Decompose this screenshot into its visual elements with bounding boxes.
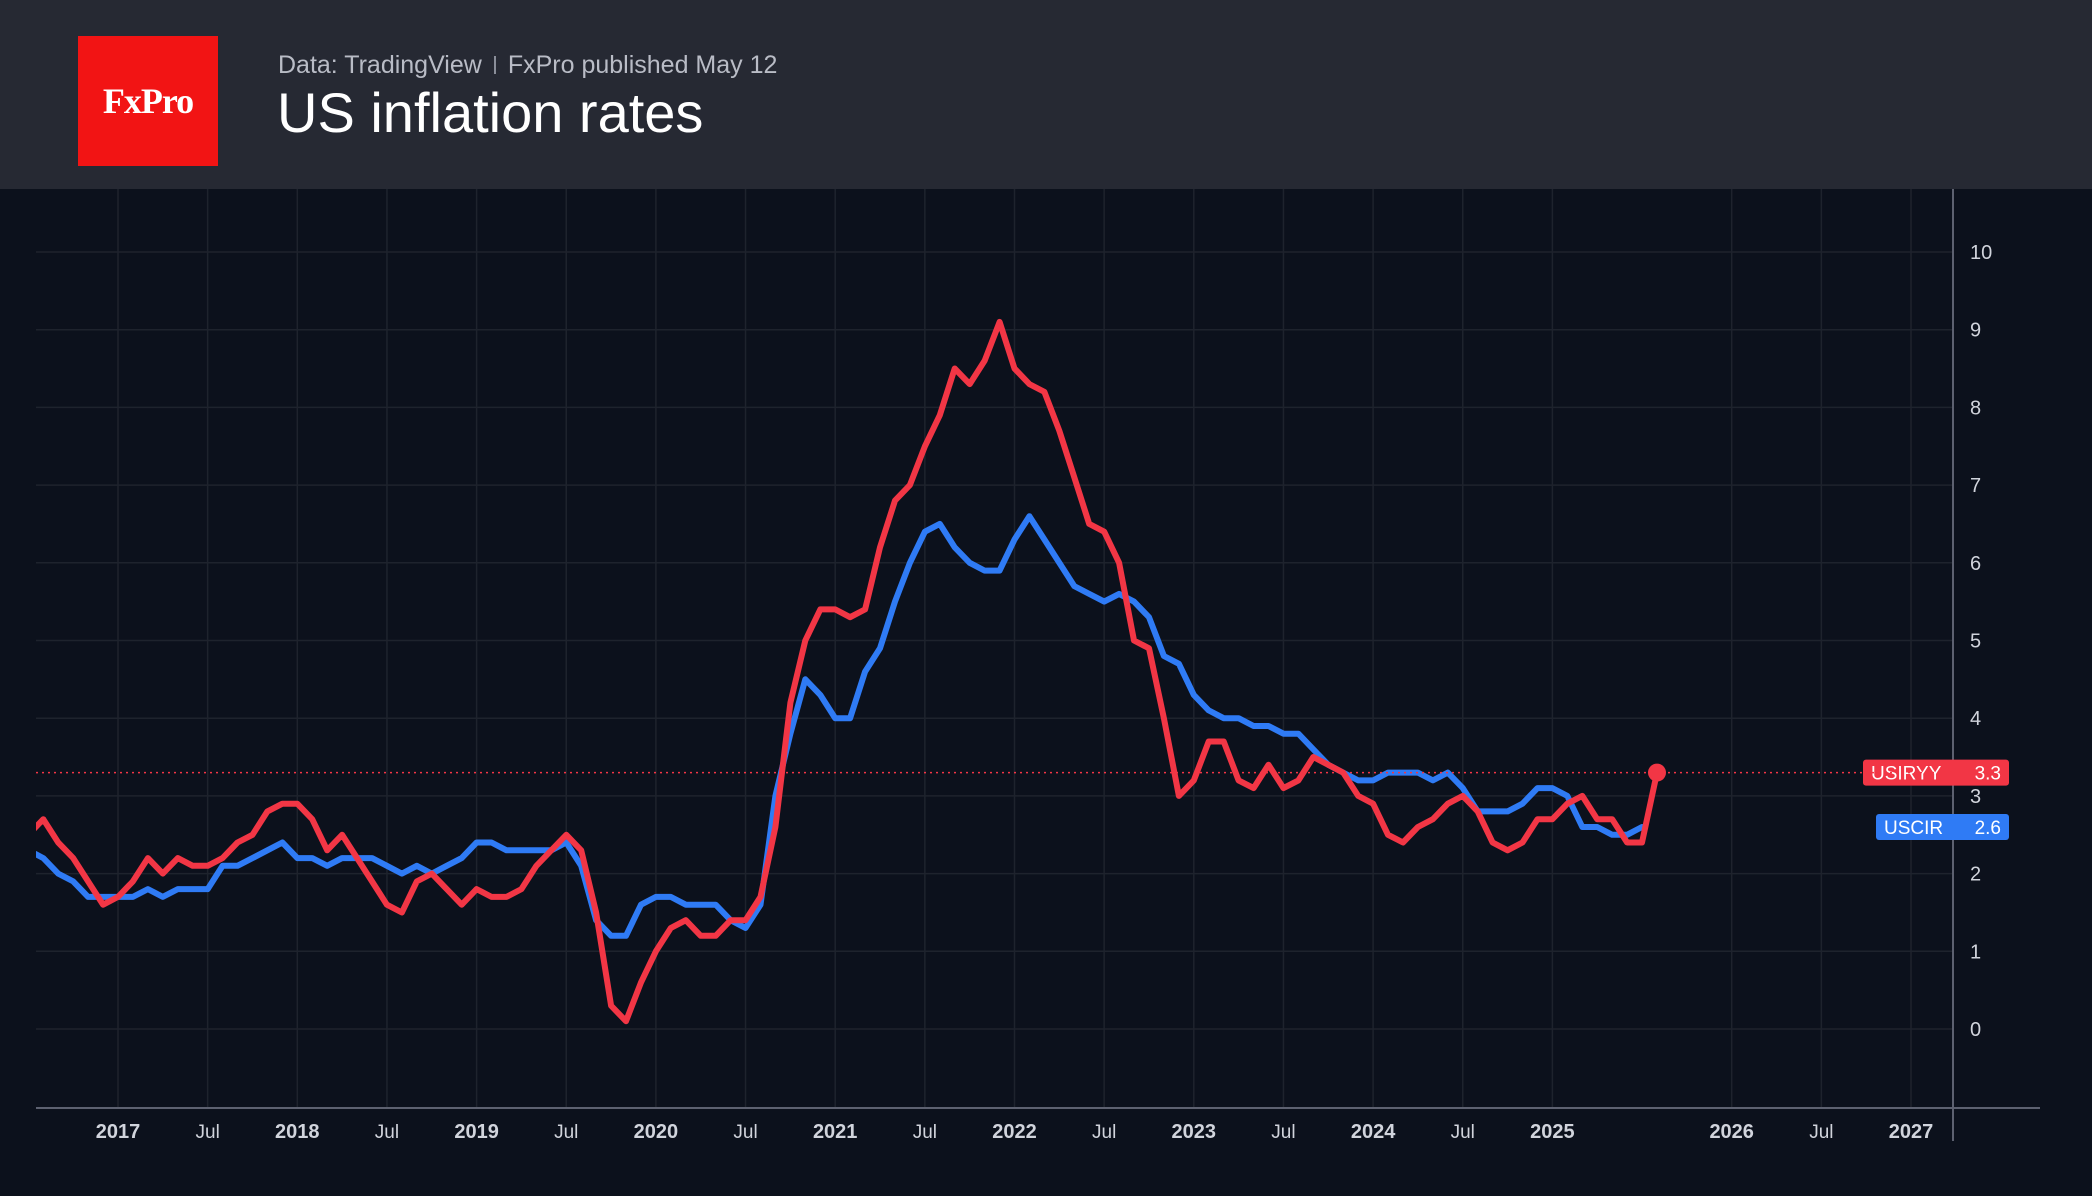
x-tick-label: 2026	[1709, 1121, 1754, 1143]
x-tick-label: 2024	[1351, 1121, 1396, 1143]
chart-title: US inflation rates	[277, 81, 704, 144]
x-tick-label: Jul	[554, 1122, 578, 1143]
subline-divider	[493, 56, 496, 74]
y-tick-label: 9	[1970, 320, 1981, 342]
chart-grid	[36, 189, 1953, 1108]
x-tick-label: 2020	[634, 1121, 679, 1143]
y-tick-label: 1	[1970, 941, 1981, 963]
x-tick-label: Jul	[733, 1122, 757, 1143]
x-tick-label: Jul	[1809, 1122, 1833, 1143]
fxpro-logo: FxPro	[78, 36, 218, 166]
y-tick-label: 6	[1970, 553, 1981, 575]
y-tick-label: 8	[1970, 397, 1981, 419]
data-source: Data: TradingView	[278, 50, 482, 79]
last-value-badge-usiryy	[1863, 759, 2009, 786]
x-tick-label: Jul	[1092, 1122, 1116, 1143]
y-tick-label: 2	[1970, 864, 1981, 886]
last-value-badge-uscir	[1876, 813, 2009, 840]
series-line-usiryy	[36, 318, 1660, 1025]
chart-header: FxPro Data: TradingView FxPro published …	[0, 0, 2092, 189]
chart-labels: 2017 Jul 2018 Jul 2019 Jul 2020 Jul 2021 Jul 2022 J…	[96, 242, 2009, 1143]
last-value-label-uscir: 2.6	[1975, 818, 2001, 839]
last-value-label-usiryy: 3.3	[1975, 764, 2001, 785]
x-tick-label: 2022	[992, 1121, 1037, 1143]
x-tick-label: 2019	[454, 1121, 499, 1143]
last-point-usiryy	[1647, 763, 1666, 782]
x-tick-label: Jul	[375, 1122, 399, 1143]
chart-axes	[36, 189, 2040, 1141]
y-tick-label: 3	[1970, 786, 1981, 808]
x-tick-label: 2021	[813, 1121, 858, 1143]
y-tick-label: 0	[1970, 1019, 1981, 1041]
source-line: Data: TradingView FxPro published May 12	[278, 48, 777, 82]
series-line-uscir	[36, 513, 1645, 939]
y-tick-label: 4	[1970, 708, 1981, 730]
x-tick-label: Jul	[913, 1122, 937, 1143]
x-tick-label: Jul	[1451, 1122, 1475, 1143]
x-tick-label: 2025	[1530, 1121, 1575, 1143]
series-name-label-uscir: USCIR	[1884, 818, 1943, 839]
series-name-label-usiryy: USIRYY	[1871, 764, 1942, 785]
y-tick-label: 7	[1970, 475, 1981, 497]
x-tick-label: 2018	[275, 1121, 320, 1143]
x-tick-label: 2027	[1889, 1121, 1934, 1143]
chart-series	[36, 318, 1660, 1025]
y-tick-label: 5	[1970, 631, 1981, 653]
x-tick-label: 2017	[96, 1121, 141, 1143]
y-tick-label: 10	[1970, 242, 1992, 264]
published-date: FxPro published May 12	[507, 50, 778, 79]
x-tick-label: 2023	[1172, 1121, 1217, 1143]
x-tick-label: Jul	[1271, 1122, 1295, 1143]
x-tick-label: Jul	[196, 1122, 220, 1143]
inflation-chart: 2017 Jul 2018 Jul 2019 Jul 2020 Jul 2021 Jul 2022 J…	[36, 189, 2040, 1143]
